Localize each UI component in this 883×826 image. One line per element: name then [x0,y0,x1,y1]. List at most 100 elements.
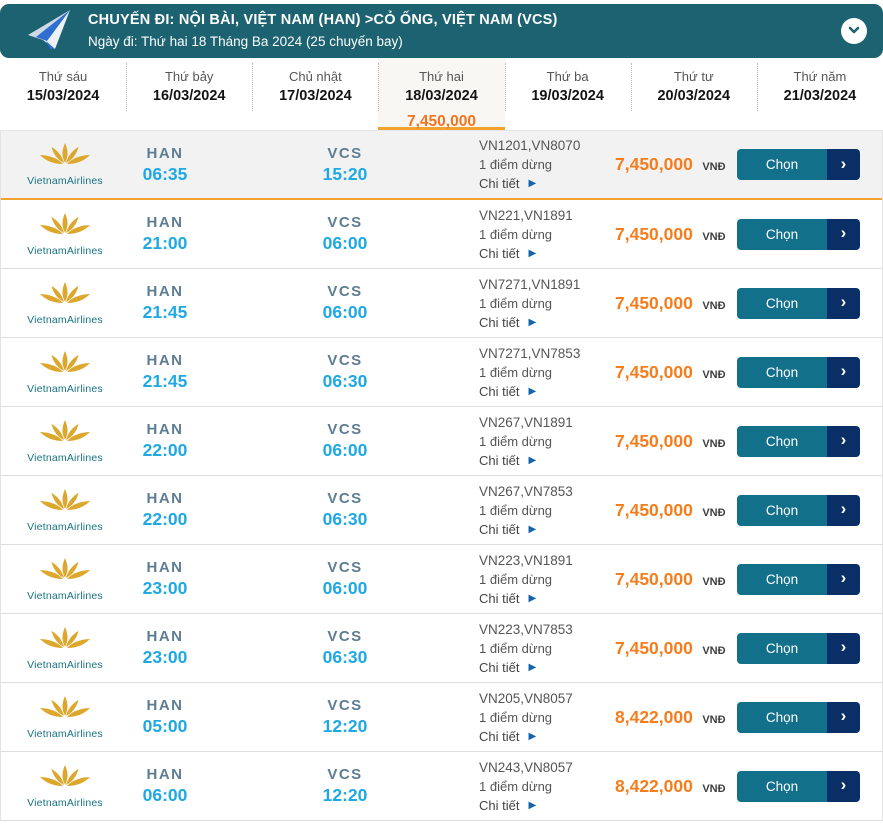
details-link[interactable]: Chi tiết ▶ [479,313,591,332]
details-link[interactable]: Chi tiết ▶ [479,727,591,746]
airline-logo: VietnamAirlines [1,764,119,809]
price-cell: 7,450,000 VNĐ [591,293,737,314]
chevron-down-icon [845,21,863,42]
price-currency: VNĐ [702,437,726,450]
flight-row: VietnamAirlines HAN 21:45 VCS 06:00 VN72… [1,269,882,338]
lotus-icon [36,626,94,657]
action-cell: Chọn › [737,494,860,526]
select-flight-label: Chọn [737,287,827,319]
tab-day-label: Thứ ba [546,69,589,84]
select-flight-button[interactable]: Chọn › [737,425,860,457]
departure-time: 23:00 [142,647,188,667]
arrival-cell: VCS 06:00 [211,214,479,254]
lotus-icon [36,557,94,588]
date-tab[interactable]: Thứ tư 20/03/2024 [630,58,757,130]
arrival-station: VCS [327,283,363,300]
chevron-right-icon: › [827,632,860,664]
arrival-cell: VCS 06:00 [211,283,479,323]
date-tab[interactable]: Thứ ba 19/03/2024 [504,58,631,130]
airline-name: VietnamAirlines [27,244,103,257]
select-flight-label: Chọn [737,701,827,733]
date-tab[interactable]: Chủ nhật 17/03/2024 [252,58,378,130]
departure-cell: HAN 21:45 [119,283,211,323]
stops-label: 1 điểm dừng [479,640,553,656]
flight-numbers: VN267,VN7853 [479,483,573,499]
details-link[interactable]: Chi tiết ▶ [479,520,591,539]
details-label: Chi tiết [479,176,520,191]
date-tab[interactable]: Thứ bảy 16/03/2024 [126,58,252,130]
date-tab[interactable]: Thứ sáu 15/03/2024 [0,58,126,130]
collapse-button[interactable] [841,18,867,44]
departure-cell: HAN 21:00 [119,214,211,254]
arrival-time: 06:30 [322,371,368,391]
price-currency: VNĐ [702,368,726,381]
flight-numbers: VN7271,VN7853 [479,345,581,361]
price-cell: 8,422,000 VNĐ [591,776,737,797]
flight-info-cell: VN7271,VN1891 1 điểm dừng Chi tiết ▶ [479,275,591,332]
trip-subtitle: Ngày đi: Thứ hai 18 Tháng Ba 2024 (25 ch… [88,33,403,49]
lotus-icon [36,419,94,450]
chevron-right-icon: › [827,701,860,733]
departure-time: 05:00 [142,716,188,736]
lotus-icon [36,764,94,795]
select-flight-button[interactable]: Chọn › [737,701,860,733]
price-cell: 7,450,000 VNĐ [591,500,737,521]
flight-numbers: VN7271,VN1891 [479,276,581,292]
details-label: Chi tiết [479,314,520,330]
triangle-right-icon: ▶ [528,799,537,811]
arrival-cell: VCS 06:00 [211,421,479,461]
arrival-time: 06:00 [322,233,368,253]
select-flight-button[interactable]: Chọn › [737,494,860,526]
details-link[interactable]: Chi tiết ▶ [479,589,591,608]
select-flight-button[interactable]: Chọn › [737,563,860,595]
departure-time: 23:00 [142,578,188,598]
details-link[interactable]: Chi tiết ▶ [479,382,591,401]
triangle-right-icon: ▶ [528,523,537,535]
select-flight-button[interactable]: Chọn › [737,218,860,250]
flight-info-cell: VN221,VN1891 1 điểm dừng Chi tiết ▶ [479,206,591,263]
arrival-station: VCS [327,628,363,645]
arrival-time: 06:30 [322,509,368,529]
triangle-right-icon: ▶ [528,454,537,466]
details-link[interactable]: Chi tiết ▶ [479,658,591,677]
select-flight-button[interactable]: Chọn › [737,287,860,319]
arrival-station: VCS [327,559,363,576]
departure-station: HAN [146,766,184,783]
lotus-icon [36,695,94,726]
date-tab[interactable]: Thứ hai 18/03/2024 7,450,000 [378,58,505,130]
details-link[interactable]: Chi tiết ▶ [479,451,591,470]
details-label: Chi tiết [479,797,520,813]
select-flight-label: Chọn [737,425,827,457]
details-link[interactable]: Chi tiết ▶ [479,244,591,263]
details-link[interactable]: Chi tiết ▶ [479,174,591,193]
price-cell: 8,422,000 VNĐ [591,707,737,728]
triangle-right-icon: ▶ [528,178,537,189]
select-flight-button[interactable]: Chọn › [737,149,860,180]
airline-name: VietnamAirlines [27,175,103,187]
flight-row: VietnamAirlines HAN 22:00 VCS 06:30 VN26… [1,476,882,545]
action-cell: Chọn › [737,563,860,595]
select-flight-button[interactable]: Chọn › [737,770,860,802]
price-cell: 7,450,000 VNĐ [591,154,737,175]
flight-numbers: VN221,VN1891 [479,207,573,223]
departure-time: 21:45 [142,371,188,391]
airline-name: VietnamAirlines [27,451,103,464]
departure-station: HAN [146,628,184,645]
details-link[interactable]: Chi tiết ▶ [479,796,591,815]
lotus-icon [36,488,94,519]
select-flight-button[interactable]: Chọn › [737,632,860,664]
chevron-right-icon: › [827,494,860,526]
tab-day-label: Thứ tư [673,69,714,84]
tab-date-label: 19/03/2024 [531,88,604,104]
date-tab[interactable]: Thứ năm 21/03/2024 [756,58,883,130]
price-amount: 7,450,000 [615,361,693,382]
flight-info-cell: VN267,VN1891 1 điểm dừng Chi tiết ▶ [479,413,591,470]
departure-cell: HAN 06:00 [119,766,211,806]
arrival-cell: VCS 12:20 [211,697,479,737]
flight-numbers: VN223,VN1891 [479,552,573,568]
departure-time: 22:00 [142,440,188,460]
select-flight-button[interactable]: Chọn › [737,356,860,388]
trip-header: CHUYẾN ĐI: NỘI BÀI, VIỆT NAM (HAN) >CỎ Ố… [0,4,883,58]
tab-day-label: Thứ bảy [164,69,214,84]
arrival-time: 06:00 [322,578,368,598]
